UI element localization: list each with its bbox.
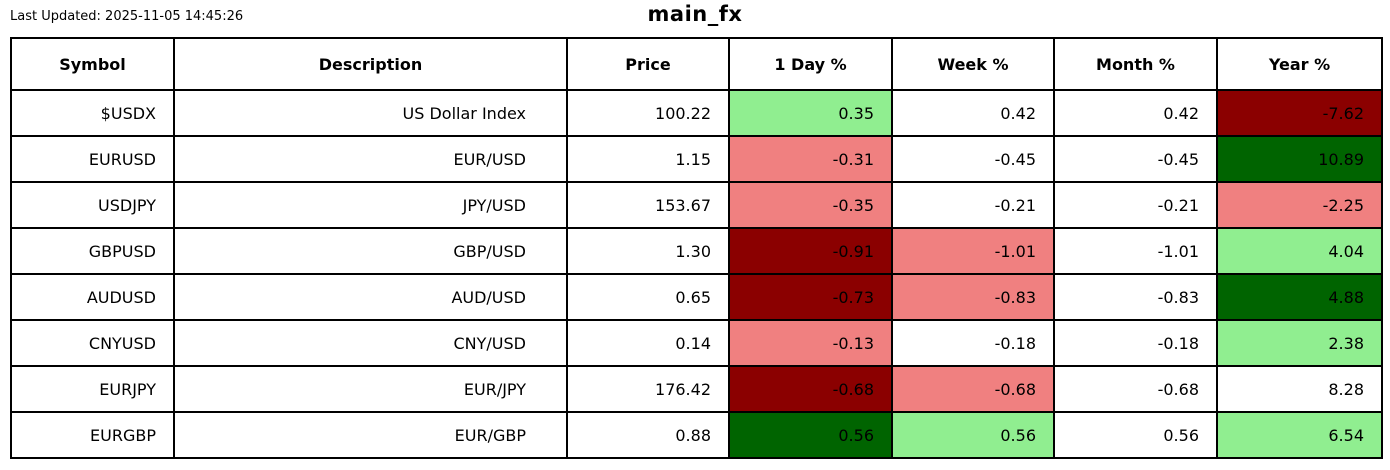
table-row-usdx: $USDX US Dollar Index 100.22 0.35 0.42 0.42 -7… [10,89,1383,137]
table-row-eurusd: EURUSD EUR/USD 1.15 -0.31 -0.45 -0.45 10.89 [10,135,1383,183]
year-pct-cell: -2.25 [1216,181,1383,229]
description-cell: EUR/USD [173,135,568,183]
column-header-week-pct: Week % [891,37,1055,91]
table-row-eurgbp: EURGBP EUR/GBP 0.88 0.56 0.56 0.56 6.54 [10,411,1383,459]
month-pct-cell: -0.21 [1053,181,1218,229]
week-pct-cell: -0.68 [891,365,1055,413]
column-header-year-pct: Year % [1216,37,1383,91]
price-cell: 0.65 [566,273,730,321]
day-pct-cell: 0.35 [728,89,893,137]
table-row-cnyusd: CNYUSD CNY/USD 0.14 -0.13 -0.18 -0.18 2.38 [10,319,1383,367]
month-pct-cell: 0.56 [1053,411,1218,459]
description-cell: US Dollar Index [173,89,568,137]
page-title: main_fx [647,2,743,26]
table-row-eurjpy: EURJPY EUR/JPY 176.42 -0.68 -0.68 -0.68 8.28 [10,365,1383,413]
month-pct-cell: -0.83 [1053,273,1218,321]
column-header-month-pct: Month % [1053,37,1218,91]
table-row-gbpusd: GBPUSD GBP/USD 1.30 -0.91 -1.01 -1.01 4.04 [10,227,1383,275]
column-header-price: Price [566,37,730,91]
symbol-cell: $USDX [10,89,175,137]
day-pct-cell: -0.91 [728,227,893,275]
description-cell: JPY/USD [173,181,568,229]
last-updated-timestamp: Last Updated: 2025-11-05 14:45:26 [10,9,244,24]
price-cell: 153.67 [566,181,730,229]
description-cell: EUR/JPY [173,365,568,413]
year-pct-cell: 4.04 [1216,227,1383,275]
price-cell: 0.88 [566,411,730,459]
table-header-row: Symbol Description Price 1 Day % Week % Month… [10,37,1383,91]
price-cell: 1.30 [566,227,730,275]
week-pct-cell: -1.01 [891,227,1055,275]
year-pct-cell: 8.28 [1216,365,1383,413]
symbol-cell: GBPUSD [10,227,175,275]
description-cell: CNY/USD [173,319,568,367]
symbol-cell: EURJPY [10,365,175,413]
column-header-description: Description [173,37,568,91]
description-cell: EUR/GBP [173,411,568,459]
symbol-cell: USDJPY [10,181,175,229]
month-pct-cell: -0.18 [1053,319,1218,367]
week-pct-cell: 0.42 [891,89,1055,137]
week-pct-cell: -0.18 [891,319,1055,367]
month-pct-cell: -0.45 [1053,135,1218,183]
column-header-day-pct: 1 Day % [728,37,893,91]
column-header-symbol: Symbol [10,37,175,91]
week-pct-cell: -0.45 [891,135,1055,183]
table-row-audusd: AUDUSD AUD/USD 0.65 -0.73 -0.83 -0.83 4.88 [10,273,1383,321]
day-pct-cell: -0.13 [728,319,893,367]
price-cell: 100.22 [566,89,730,137]
week-pct-cell: -0.21 [891,181,1055,229]
year-pct-cell: 10.89 [1216,135,1383,183]
fx-quotes-table: Symbol Description Price 1 Day % Week % Month… [10,37,1383,459]
month-pct-cell: 0.42 [1053,89,1218,137]
day-pct-cell: -0.73 [728,273,893,321]
year-pct-cell: 4.88 [1216,273,1383,321]
day-pct-cell: -0.31 [728,135,893,183]
symbol-cell: CNYUSD [10,319,175,367]
price-cell: 176.42 [566,365,730,413]
day-pct-cell: -0.68 [728,365,893,413]
year-pct-cell: 2.38 [1216,319,1383,367]
year-pct-cell: 6.54 [1216,411,1383,459]
month-pct-cell: -0.68 [1053,365,1218,413]
price-cell: 0.14 [566,319,730,367]
symbol-cell: EURGBP [10,411,175,459]
week-pct-cell: -0.83 [891,273,1055,321]
table-row-usdjpy: USDJPY JPY/USD 153.67 -0.35 -0.21 -0.21 -2.25 [10,181,1383,229]
description-cell: AUD/USD [173,273,568,321]
price-cell: 1.15 [566,135,730,183]
day-pct-cell: -0.35 [728,181,893,229]
symbol-cell: EURUSD [10,135,175,183]
symbol-cell: AUDUSD [10,273,175,321]
month-pct-cell: -1.01 [1053,227,1218,275]
description-cell: GBP/USD [173,227,568,275]
day-pct-cell: 0.56 [728,411,893,459]
year-pct-cell: -7.62 [1216,89,1383,137]
week-pct-cell: 0.56 [891,411,1055,459]
